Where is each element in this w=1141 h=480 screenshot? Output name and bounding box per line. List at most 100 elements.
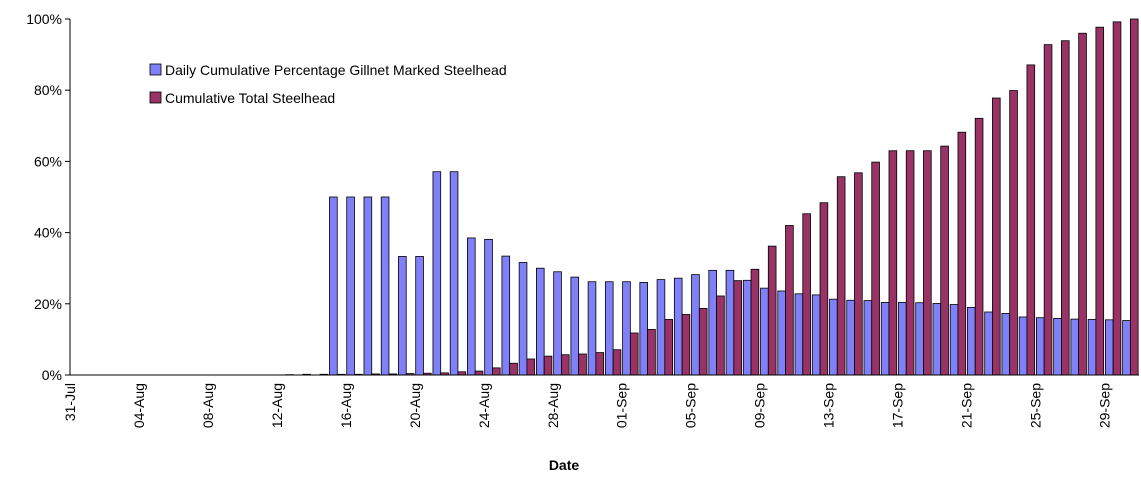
bar (622, 281, 631, 376)
x-tick-label: 24-Aug (476, 383, 492, 428)
bar (543, 355, 553, 376)
bar (733, 280, 742, 376)
bar (785, 225, 794, 376)
bar (1078, 32, 1087, 376)
bar (794, 293, 804, 376)
bar (595, 352, 605, 376)
x-tick-label: 05-Sep (683, 383, 699, 428)
bar (1036, 317, 1045, 376)
bar (656, 279, 666, 376)
bar (1070, 318, 1080, 376)
bar (863, 300, 873, 376)
bar (1026, 64, 1036, 376)
bar (415, 256, 424, 376)
bar (432, 171, 442, 376)
bar (1043, 44, 1053, 376)
bar (484, 238, 493, 376)
y-tick-label: 0% (42, 367, 62, 383)
bar (716, 295, 725, 376)
bar (767, 245, 777, 376)
bar (1095, 26, 1105, 376)
bar (905, 150, 915, 376)
bar (629, 332, 639, 376)
legend-swatch (149, 63, 162, 76)
bar (836, 176, 846, 376)
bar (570, 276, 580, 376)
bar (604, 281, 614, 376)
bar (819, 202, 829, 376)
legend-label: Daily Cumulative Percentage Gillnet Mark… (165, 62, 507, 78)
bar (932, 303, 942, 376)
bar (509, 362, 518, 376)
bar (854, 172, 863, 376)
bar (974, 117, 984, 376)
bar (1009, 90, 1018, 376)
bar (967, 306, 976, 376)
bar (1122, 320, 1131, 376)
bar (708, 269, 717, 376)
x-tick-label: 01-Sep (614, 383, 630, 428)
legend-swatch (149, 91, 162, 104)
bar (681, 314, 691, 376)
bar (664, 319, 674, 376)
bar (1018, 316, 1028, 376)
x-tick-label: 20-Aug (407, 383, 423, 428)
bar (760, 287, 769, 376)
y-tick-label: 80% (34, 82, 62, 98)
x-tick-label: 16-Aug (338, 383, 354, 428)
bar (811, 294, 821, 376)
bar (957, 131, 967, 376)
x-tick-label: 12-Aug (269, 383, 285, 428)
bar (1104, 319, 1114, 376)
bar (750, 268, 760, 376)
bar (940, 145, 949, 376)
x-tick-label: 25-Sep (1028, 383, 1044, 428)
y-tick-label: 20% (34, 296, 62, 312)
bar (846, 299, 855, 376)
bar (526, 358, 536, 376)
x-tick-label: 09-Sep (752, 383, 768, 428)
x-tick-label: 17-Sep (890, 383, 906, 428)
bar (518, 262, 528, 376)
x-tick-label: 28-Aug (545, 383, 561, 428)
bar (871, 161, 880, 376)
bar (474, 370, 484, 376)
bar (492, 367, 501, 376)
bar (949, 304, 959, 376)
bar (535, 267, 545, 376)
bar (639, 282, 649, 376)
bar (647, 329, 656, 376)
bar (992, 97, 1001, 376)
bar (742, 279, 752, 376)
bar (1129, 18, 1139, 376)
bar (560, 354, 570, 376)
x-tick-label: 04-Aug (131, 383, 147, 428)
bar (984, 311, 993, 376)
bar (725, 269, 735, 376)
y-tick-label: 40% (34, 225, 62, 241)
x-tick-label: 31-Jul (62, 383, 78, 421)
bar (467, 237, 476, 376)
bar (329, 196, 338, 376)
bar (898, 301, 907, 376)
bar (1087, 319, 1097, 376)
bar (578, 353, 587, 376)
x-tick-label: 13-Sep (821, 383, 837, 428)
bar (673, 277, 683, 376)
legend-label: Cumulative Total Steelhead (165, 90, 335, 106)
bar (829, 298, 838, 376)
x-tick-label: 08-Aug (200, 383, 216, 428)
bar (698, 308, 708, 376)
bar (1061, 40, 1070, 376)
bar (449, 171, 459, 376)
bar (612, 349, 622, 376)
y-tick-label: 60% (34, 153, 62, 169)
x-tick-label: 21-Sep (959, 383, 975, 428)
bar (923, 150, 932, 376)
x-axis-title: Date (549, 457, 580, 473)
bar (777, 290, 786, 376)
bar (691, 274, 700, 376)
bar (380, 196, 390, 376)
bar (888, 150, 898, 376)
